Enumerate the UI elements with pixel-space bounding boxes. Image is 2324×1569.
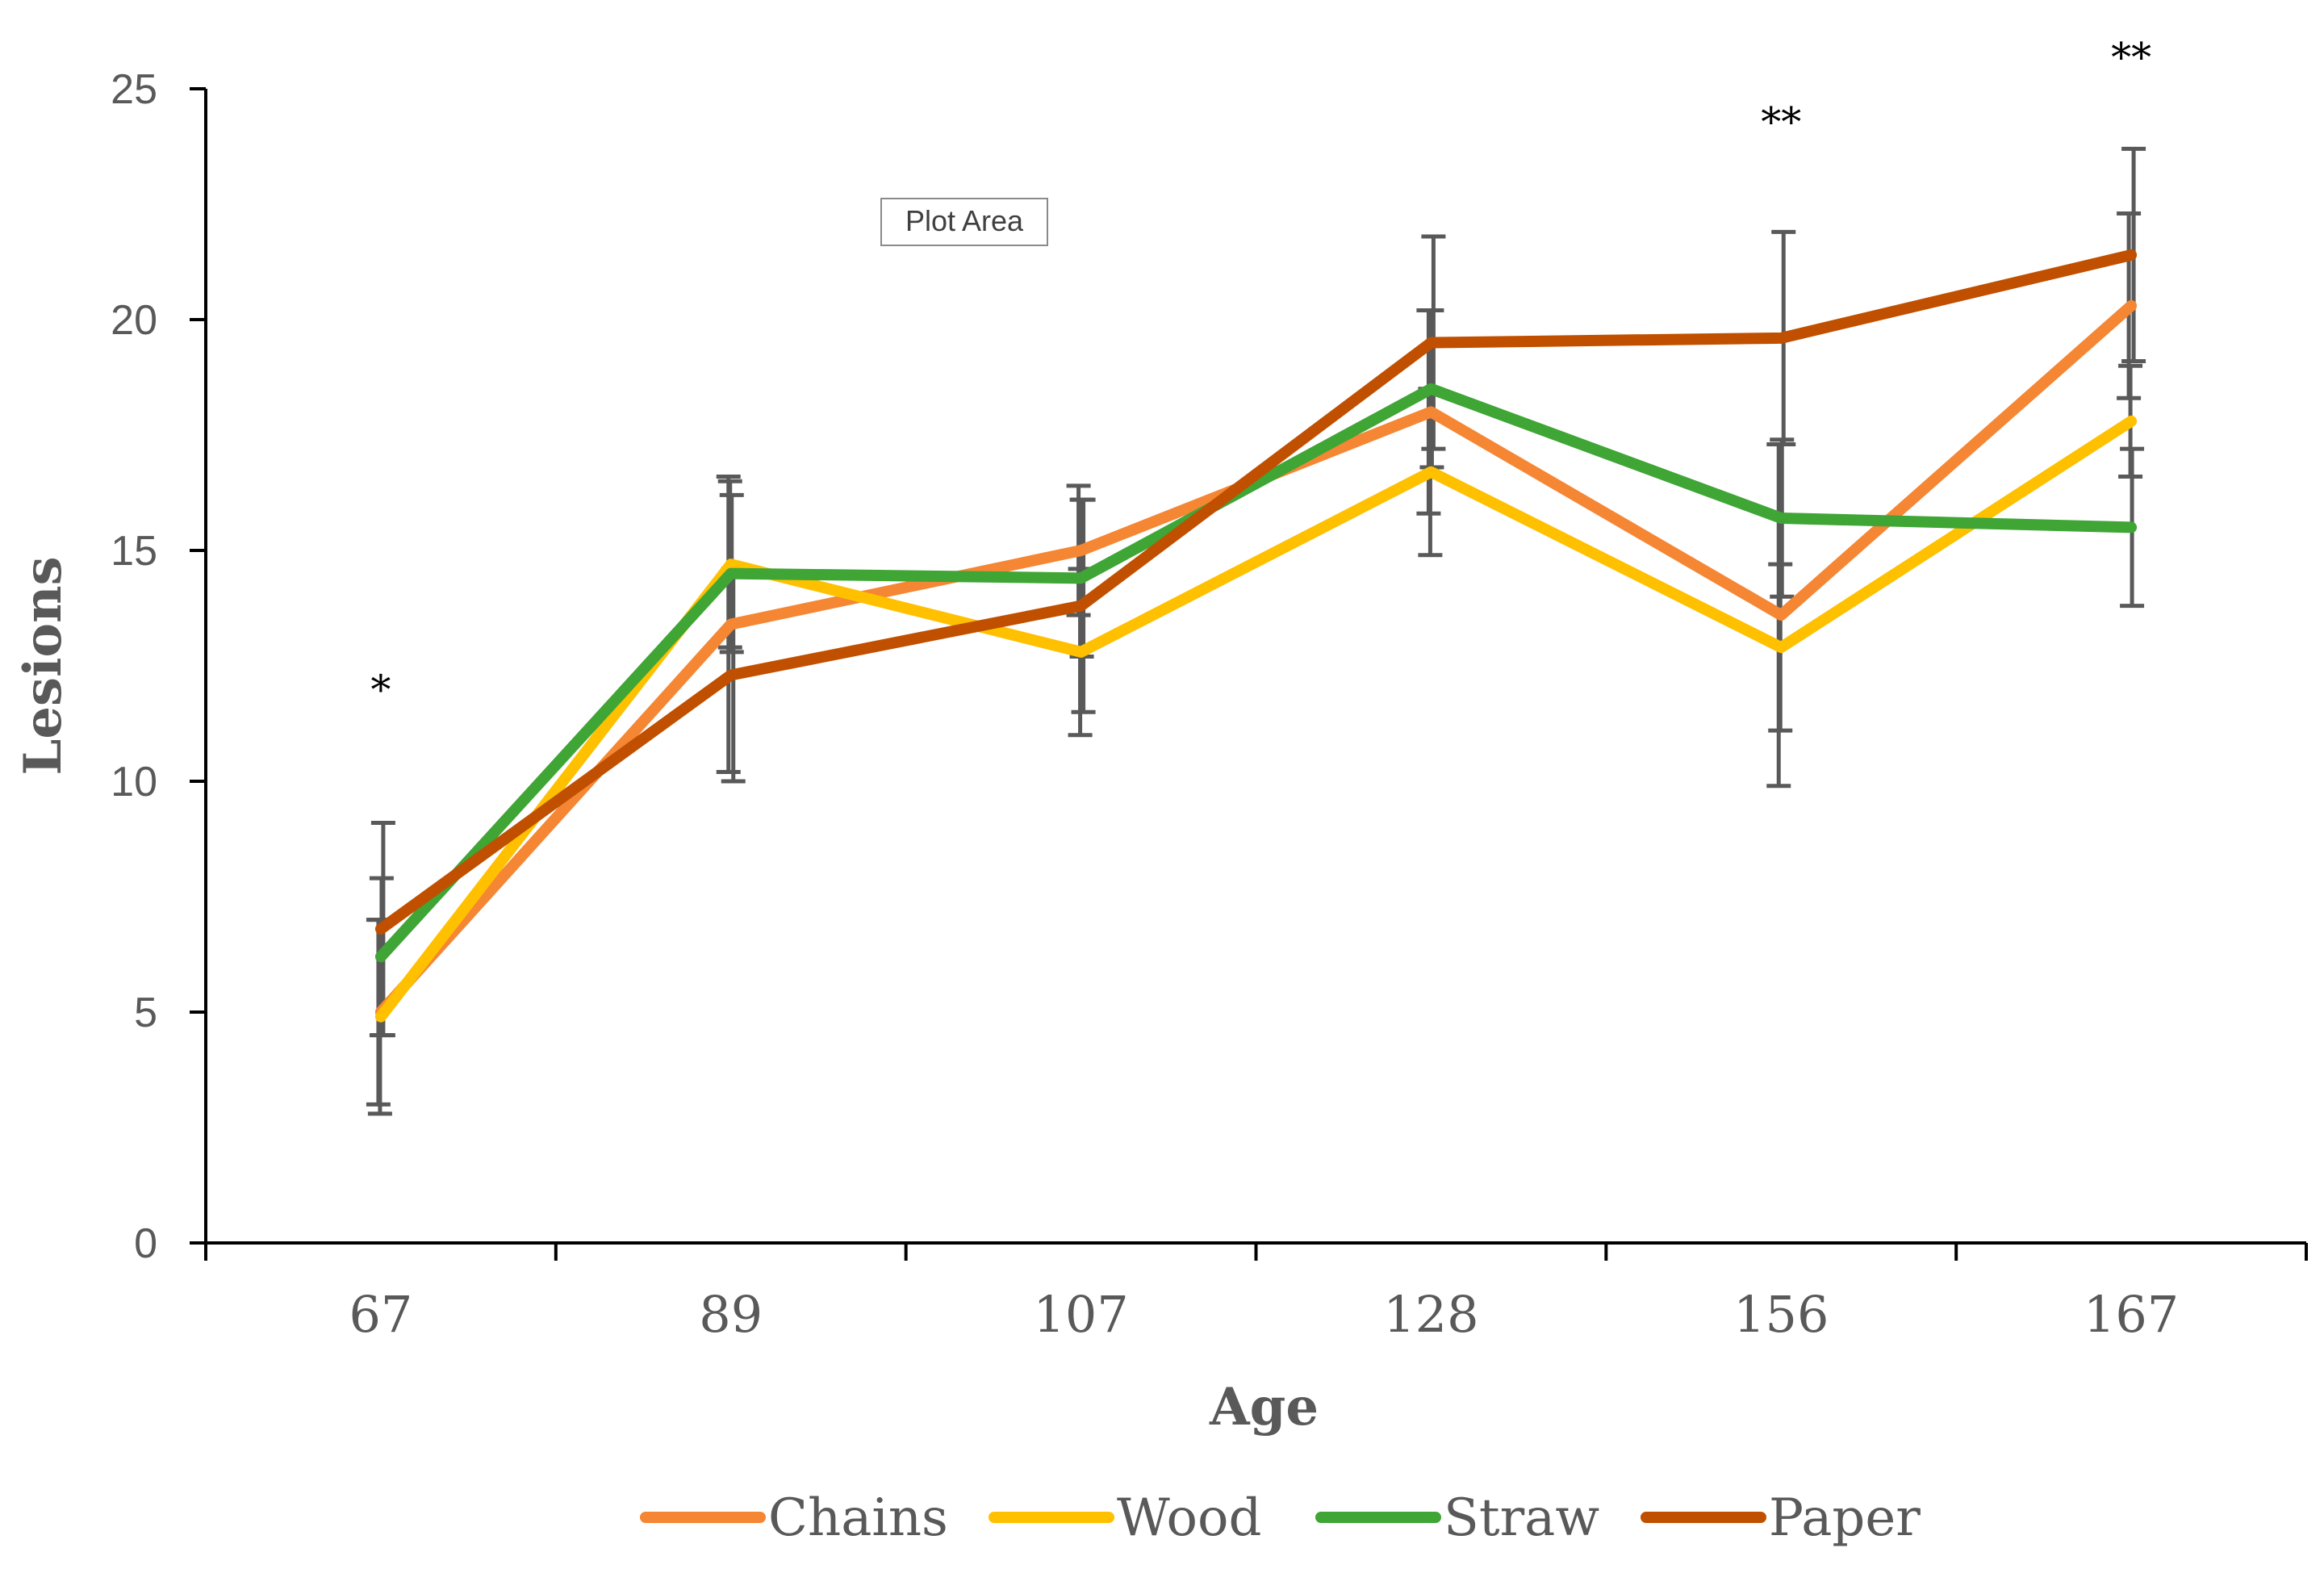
tooltip-text: Plot Area: [905, 204, 1024, 237]
y-axis-title: Lesions: [13, 556, 73, 775]
x-tick-label: 156: [1733, 1285, 1829, 1344]
y-tick-label: 25: [111, 66, 157, 113]
y-tick-label: 15: [111, 528, 157, 575]
error-bars-chains: [366, 211, 2142, 1107]
legend-label: Wood: [1117, 1488, 1261, 1548]
x-tick-label: 128: [1383, 1285, 1478, 1344]
legend-label: Chains: [768, 1488, 948, 1548]
significance-marker: *: [370, 667, 391, 713]
x-axis-title: Age: [1209, 1377, 1319, 1437]
error-bars-paper: [370, 146, 2146, 1038]
axes: 0 5 10 15 20 25 67 89 107 128 156 167: [111, 66, 2308, 1344]
annotations: *****: [370, 35, 2151, 714]
significance-marker: **: [1761, 99, 1801, 146]
y-tick-label: 10: [111, 759, 157, 805]
y-tick-label: 5: [134, 990, 157, 1036]
y-tick-label: 20: [111, 297, 157, 344]
series-line-paper: [374, 249, 2138, 935]
legend-label: Paper: [1769, 1488, 1921, 1548]
x-tick-label: 89: [699, 1285, 763, 1344]
y-tick-label: 0: [134, 1220, 157, 1267]
x-tick-label: 107: [1033, 1285, 1128, 1344]
x-tick-label: 167: [2084, 1285, 2179, 1344]
series-line-straw: [374, 383, 2138, 963]
series-layer: [366, 146, 2146, 1116]
series-line-chains: [374, 299, 2138, 1018]
plot-area-tooltip: Plot Area: [880, 198, 1048, 246]
legend-label: Straw: [1444, 1488, 1599, 1548]
significance-marker: **: [2111, 35, 2151, 82]
x-tick-label: 67: [349, 1285, 412, 1344]
legend: Chains Wood Straw Paper: [640, 1488, 1921, 1548]
